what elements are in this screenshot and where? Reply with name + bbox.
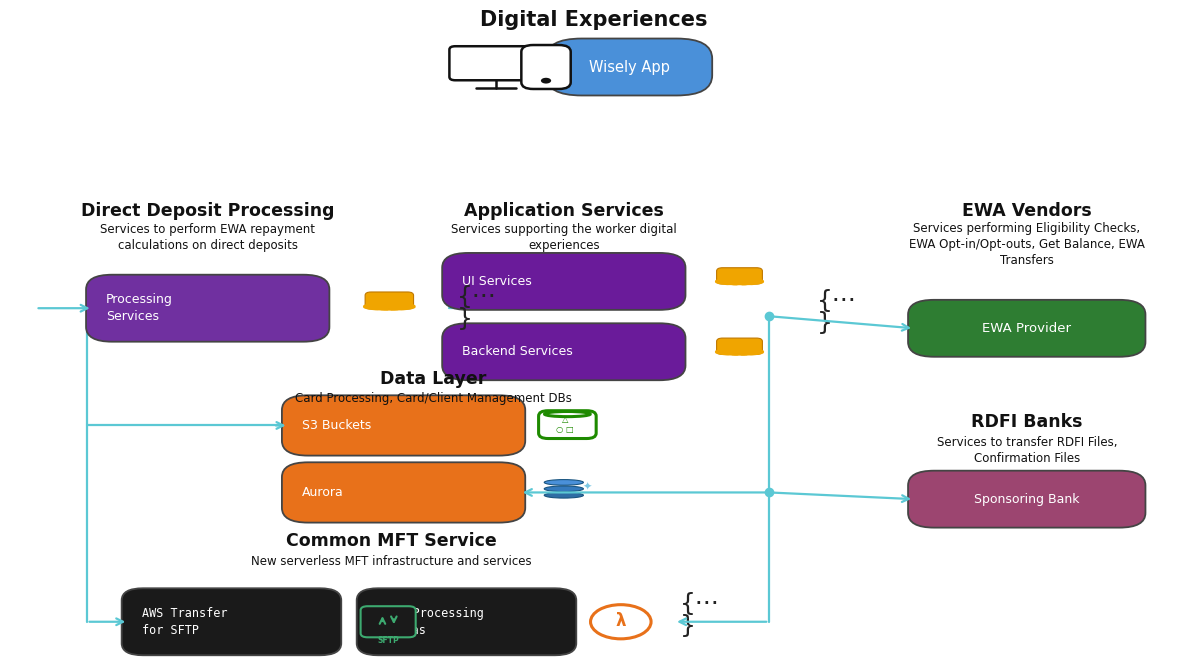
Circle shape: [744, 285, 753, 290]
Text: Direct Deposit Processing: Direct Deposit Processing: [81, 202, 335, 220]
Text: △
○ □: △ ○ □: [557, 415, 575, 434]
Text: AWS Transfer
for SFTP: AWS Transfer for SFTP: [142, 607, 228, 636]
Text: Aurora: Aurora: [301, 486, 344, 499]
Text: Sponsoring Bank: Sponsoring Bank: [975, 492, 1079, 506]
Text: Data Layer: Data Layer: [380, 370, 487, 387]
Ellipse shape: [544, 492, 583, 498]
Text: UI Services: UI Services: [462, 275, 532, 288]
FancyBboxPatch shape: [521, 45, 571, 89]
FancyBboxPatch shape: [450, 46, 542, 80]
Ellipse shape: [364, 304, 414, 310]
Text: EWA Provider: EWA Provider: [983, 322, 1071, 335]
Text: Backend Services: Backend Services: [462, 345, 573, 358]
Text: New serverless MFT infrastructure and services: New serverless MFT infrastructure and se…: [252, 555, 532, 568]
Text: Common MFT Service: Common MFT Service: [286, 533, 497, 550]
Text: S3 Buckets: S3 Buckets: [301, 419, 372, 432]
Text: Processing
Services: Processing Services: [106, 293, 173, 323]
FancyBboxPatch shape: [717, 338, 762, 354]
Ellipse shape: [544, 480, 583, 485]
Text: {···
}: {··· }: [817, 289, 857, 334]
FancyBboxPatch shape: [356, 588, 577, 655]
FancyBboxPatch shape: [283, 395, 525, 456]
Text: RDFI Banks: RDFI Banks: [971, 413, 1083, 431]
Text: Card Processing, Card/Client Management DBs: Card Processing, Card/Client Management …: [294, 392, 572, 405]
Circle shape: [395, 311, 404, 316]
FancyBboxPatch shape: [717, 268, 762, 284]
Circle shape: [541, 78, 551, 84]
Circle shape: [726, 285, 735, 290]
FancyBboxPatch shape: [908, 471, 1145, 528]
Text: Services to transfer RDFI Files,
Confirmation Files: Services to transfer RDFI Files, Confirm…: [937, 436, 1117, 465]
FancyBboxPatch shape: [546, 39, 712, 96]
Circle shape: [726, 356, 735, 360]
Text: ✦: ✦: [583, 482, 591, 491]
Text: Application Services: Application Services: [464, 202, 664, 220]
FancyBboxPatch shape: [442, 253, 685, 310]
Text: λ: λ: [616, 612, 626, 630]
Text: Services performing Eligibility Checks,
EWA Opt-in/Opt-outs, Get Balance, EWA
Tr: Services performing Eligibility Checks, …: [909, 222, 1144, 267]
Text: Services to perform EWA repayment
calculations on direct deposits: Services to perform EWA repayment calcul…: [100, 223, 316, 253]
Ellipse shape: [717, 279, 762, 284]
Circle shape: [375, 311, 383, 316]
FancyBboxPatch shape: [442, 324, 685, 381]
Text: Services supporting the worker digital
experiences: Services supporting the worker digital e…: [451, 223, 677, 253]
FancyBboxPatch shape: [366, 292, 413, 309]
Ellipse shape: [544, 486, 583, 492]
Text: SFTP: SFTP: [377, 636, 399, 645]
Text: Wisely App: Wisely App: [589, 60, 669, 74]
Circle shape: [736, 285, 743, 290]
Text: {···
}: {··· }: [457, 285, 497, 331]
Circle shape: [385, 311, 394, 316]
FancyBboxPatch shape: [121, 588, 342, 655]
Circle shape: [744, 356, 753, 360]
Circle shape: [736, 356, 743, 360]
FancyBboxPatch shape: [361, 606, 415, 637]
FancyBboxPatch shape: [85, 275, 329, 342]
Text: {···
}: {··· }: [680, 592, 721, 638]
Text: SFTP Processing
Lambdas: SFTP Processing Lambdas: [377, 607, 484, 636]
FancyBboxPatch shape: [283, 462, 525, 523]
Text: EWA Vendors: EWA Vendors: [961, 202, 1092, 220]
Text: Digital Experiences: Digital Experiences: [480, 10, 707, 30]
Ellipse shape: [717, 349, 762, 354]
FancyBboxPatch shape: [908, 300, 1145, 356]
